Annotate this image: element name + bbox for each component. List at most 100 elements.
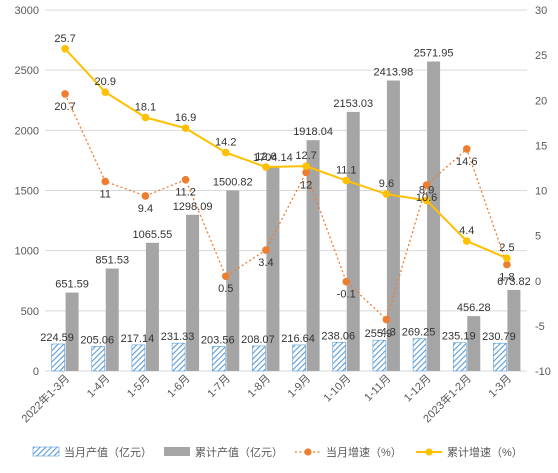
- point-monthly-growth: [382, 315, 391, 324]
- grid: [45, 9, 527, 372]
- bar-cumulative-output: [105, 268, 119, 371]
- label-monthly-output: 231.33: [161, 331, 195, 343]
- bar-monthly-output: [372, 339, 387, 372]
- line-monthly-growth: [64, 93, 508, 321]
- point-monthly-growth: [262, 246, 270, 254]
- label-cumulative-output: 2571.95: [414, 48, 454, 60]
- bar-monthly-output: [211, 346, 226, 372]
- label-cumulative-growth: 12.7: [295, 150, 316, 162]
- label-cumulative-growth: 16.9: [175, 112, 196, 124]
- point-monthly-growth: [61, 90, 69, 98]
- legend-label-cumulative-output: 累计产值（亿元）: [195, 445, 283, 459]
- label-monthly-growth: -4.3: [377, 327, 396, 339]
- bar-monthly-output: [91, 346, 106, 372]
- label-cumulative-growth: 14.2: [215, 137, 236, 149]
- x-category-label: 1-8月: [246, 373, 274, 401]
- label-monthly-output: 230.79: [482, 331, 516, 343]
- point-cumulative-growth: [101, 88, 110, 96]
- point-cumulative-growth: [503, 254, 511, 262]
- legend-swatch-monthly-output: [32, 446, 60, 457]
- bar-cumulative-output: [386, 80, 400, 372]
- x-category-label: 1-10月: [322, 373, 354, 405]
- label-cumulative-growth: 25.7: [54, 33, 75, 45]
- x-category-label: 2022年1-3月: [18, 371, 72, 425]
- y-right-tick-label: -10: [535, 366, 551, 378]
- label-monthly-output: 217.14: [121, 333, 155, 345]
- label-monthly-growth: 20.7: [54, 101, 75, 113]
- point-monthly-growth: [181, 175, 190, 184]
- label-monthly-growth: 11: [100, 188, 111, 200]
- bar-cumulative-output: [346, 111, 360, 371]
- point-cumulative-growth: [181, 124, 190, 133]
- bar-cumulative-output: [306, 140, 320, 371]
- label-cumulative-output: 673.82: [497, 276, 531, 288]
- label-cumulative-output: 1918.04: [293, 126, 333, 138]
- point-monthly-growth: [101, 177, 110, 186]
- x-category-label: 1-11月: [362, 373, 393, 404]
- legend: 当月产值（亿元） 累计产值（亿元） 当月增速（%） 累计增速（%）: [32, 445, 523, 459]
- y-left-tick-label: 1000: [15, 246, 39, 258]
- y-left-tick-label: 500: [21, 306, 39, 318]
- label-monthly-output: 208.07: [241, 334, 275, 346]
- label-monthly-growth: 0.5: [218, 283, 233, 295]
- y-right-tick-label: 0: [535, 276, 541, 288]
- point-cumulative-growth: [141, 113, 150, 122]
- x-category-label: 1-12月: [402, 373, 434, 405]
- x-category-label: 1-4月: [85, 373, 113, 401]
- point-monthly-growth: [221, 272, 230, 281]
- x-category-label: 1-3月: [487, 373, 515, 401]
- x-axis-categories: 2022年1-3月 1-4月 1-5月 1-6月 1-7月 1-8月 1-9月 1-10月 1-…: [18, 371, 514, 425]
- line-series: [61, 45, 511, 324]
- y-right-tick-label: 20: [535, 95, 547, 107]
- bar-monthly-output: [292, 344, 306, 372]
- point-cumulative-growth: [422, 196, 431, 205]
- label-monthly-output: 269.25: [402, 327, 436, 339]
- bar-cumulative-output: [65, 292, 79, 371]
- legend-label-monthly-growth: 当月增速（%）: [326, 445, 402, 459]
- point-monthly-growth: [302, 168, 310, 177]
- point-monthly-growth: [503, 260, 511, 269]
- bar-cumulative-output: [427, 61, 441, 372]
- bar-cumulative-output: [266, 165, 280, 371]
- label-monthly-growth: 9.4: [138, 203, 153, 215]
- bar-monthly-output: [131, 344, 146, 372]
- line-cumulative-growth: [64, 48, 508, 260]
- bar-cumulative-output: [507, 289, 521, 371]
- y-right-tick-label: 25: [535, 50, 547, 62]
- bar-monthly-output: [412, 338, 427, 372]
- y-left-tick-label: 0: [33, 366, 39, 378]
- label-cumulative-output: 2413.98: [374, 67, 414, 79]
- bar-monthly-output: [252, 345, 266, 372]
- y-right-tick-label: -5: [535, 321, 545, 333]
- y-left-tick-label: 3000: [15, 5, 39, 17]
- legend-label-cumulative-growth: 累计增速（%）: [447, 445, 523, 459]
- bar-cumulative-output: [226, 190, 240, 371]
- legend-label-monthly-output: 当月产值（亿元）: [64, 445, 152, 459]
- bar-series: [51, 61, 521, 372]
- label-monthly-growth: 1.8: [499, 272, 514, 284]
- x-category-label: 1-5月: [125, 373, 153, 401]
- label-monthly-growth: 14.6: [456, 156, 477, 168]
- point-cumulative-growth: [262, 163, 270, 171]
- bar-monthly-output: [493, 342, 507, 372]
- y-right-tick-label: 5: [535, 231, 541, 243]
- label-monthly-output: 238.06: [321, 330, 355, 342]
- label-monthly-growth: 12: [300, 179, 312, 191]
- x-category-label: 1-6月: [165, 373, 193, 401]
- label-monthly-output: 235.19: [442, 331, 476, 343]
- point-monthly-growth: [422, 181, 431, 189]
- legend-swatch-monthly-growth-marker: [304, 448, 312, 456]
- label-cumulative-output: 2153.03: [333, 98, 373, 110]
- label-monthly-output: 224.59: [40, 332, 74, 344]
- y-right-tick-label: 30: [535, 5, 547, 17]
- bar-cumulative-output: [145, 242, 159, 371]
- label-cumulative-growth: 2.5: [499, 242, 514, 254]
- label-cumulative-growth: 11.1: [336, 165, 357, 177]
- point-cumulative-growth: [302, 162, 310, 170]
- label-monthly-output: 216.64: [281, 333, 315, 345]
- point-cumulative-growth: [462, 237, 471, 245]
- bar-monthly-output: [171, 342, 186, 372]
- point-monthly-growth: [141, 192, 150, 200]
